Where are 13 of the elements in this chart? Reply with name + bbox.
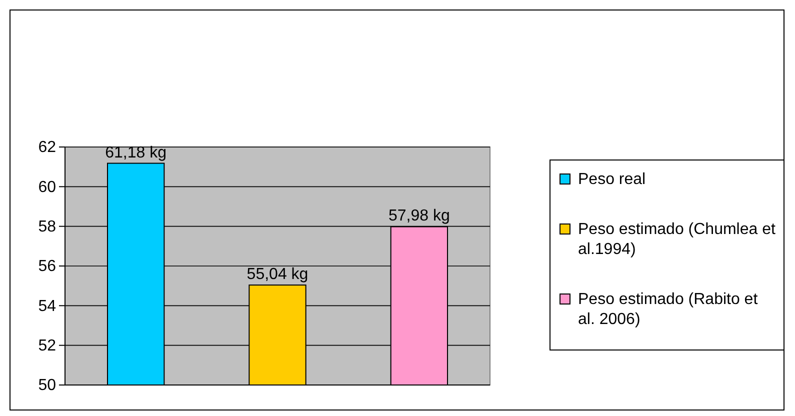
y-tick-label: 52 xyxy=(38,337,56,354)
y-tick-label: 50 xyxy=(38,377,56,394)
data-label: 57,98 kg xyxy=(388,208,450,225)
data-label: 61,18 kg xyxy=(105,144,167,162)
data-label: 55,04 kg xyxy=(246,266,308,284)
legend-label: Peso estimado (Chumlea et al.1994) xyxy=(578,221,776,258)
y-tick-label: 58 xyxy=(38,218,56,236)
y-tick-label: 54 xyxy=(38,298,56,315)
legend-label: Peso real xyxy=(578,171,646,188)
y-tick-label: 56 xyxy=(38,258,56,276)
y-tick-label: 62 xyxy=(38,139,56,156)
y-tick-label: 60 xyxy=(38,178,56,196)
legend-label: Peso estimado (Rabito et al. 2006) xyxy=(578,291,758,328)
